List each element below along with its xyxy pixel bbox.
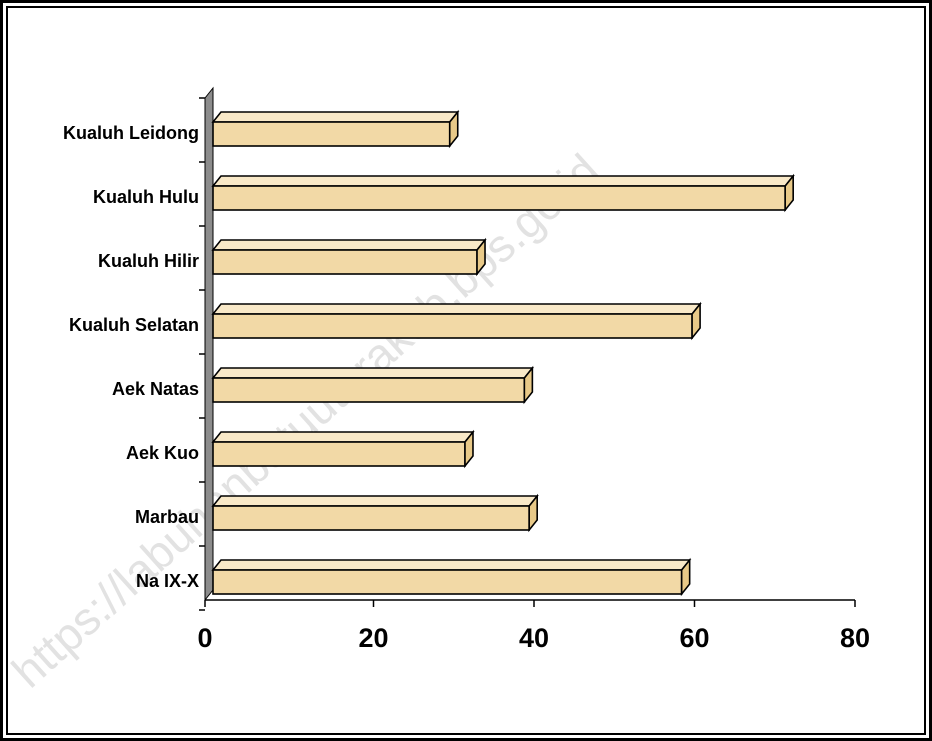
bar (211, 365, 535, 405)
bar-front-face (212, 185, 786, 211)
bar-top-face (211, 175, 795, 187)
bar-top-face (211, 111, 460, 123)
bar-top-face (211, 367, 535, 379)
bar (211, 173, 795, 213)
category-label: Aek Kuo (126, 443, 199, 463)
category-label: Marbau (135, 507, 199, 527)
bar-end-face (784, 173, 794, 213)
bar-front-face (212, 249, 478, 275)
category-label: Aek Natas (112, 379, 199, 399)
category-label: Kualuh Selatan (69, 315, 199, 335)
bar (211, 237, 487, 277)
bar-front-face (212, 569, 683, 595)
bar-end-face (464, 429, 474, 469)
bar-end-face (691, 301, 701, 341)
bar (211, 301, 702, 341)
bar-front-face (212, 121, 451, 147)
bar-front-face (212, 313, 693, 339)
bar-top-face (211, 303, 702, 315)
bar-front-face (212, 505, 530, 531)
bar (211, 557, 692, 597)
category-label: Kualuh Hilir (98, 251, 199, 271)
bar-end-face (448, 109, 459, 149)
bar-end-face (680, 557, 691, 597)
bar-end-face (476, 237, 486, 277)
bar-front-face (212, 441, 466, 467)
bar-top-face (211, 495, 539, 507)
watermark-layer: https://labuhanbatuutarakab.bps.go.id (2, 144, 609, 698)
x-tick-label: 0 (197, 623, 212, 653)
inner-frame (6, 6, 926, 735)
labels-layer: 0 20 40 60 80 Kualuh Leidong Kualuh Hulu Kualuh… (63, 123, 870, 653)
axis-layer (199, 86, 856, 611)
bar (211, 429, 475, 469)
category-label: Kualuh Hulu (93, 187, 199, 207)
category-label: Kualuh Leidong (63, 123, 199, 143)
x-tick-label: 60 (679, 623, 709, 653)
x-tick-label: 20 (358, 623, 388, 653)
category-label: Na IX-X (136, 571, 199, 591)
watermark-text: https://labuhanbatuutarakab.bps.go.id (2, 144, 609, 698)
bar-end-face (528, 493, 538, 533)
bar (211, 493, 539, 533)
bar-top-face (211, 431, 475, 443)
bar (211, 109, 460, 149)
bars-layer (211, 109, 795, 597)
bar-front-face (212, 377, 526, 403)
bar-top-face (211, 239, 487, 251)
bar-top-face (211, 559, 692, 571)
axis-wall (204, 86, 214, 602)
bar-end-face (523, 365, 534, 405)
x-tick-label: 80 (840, 623, 870, 653)
x-tick-label: 40 (519, 623, 549, 653)
